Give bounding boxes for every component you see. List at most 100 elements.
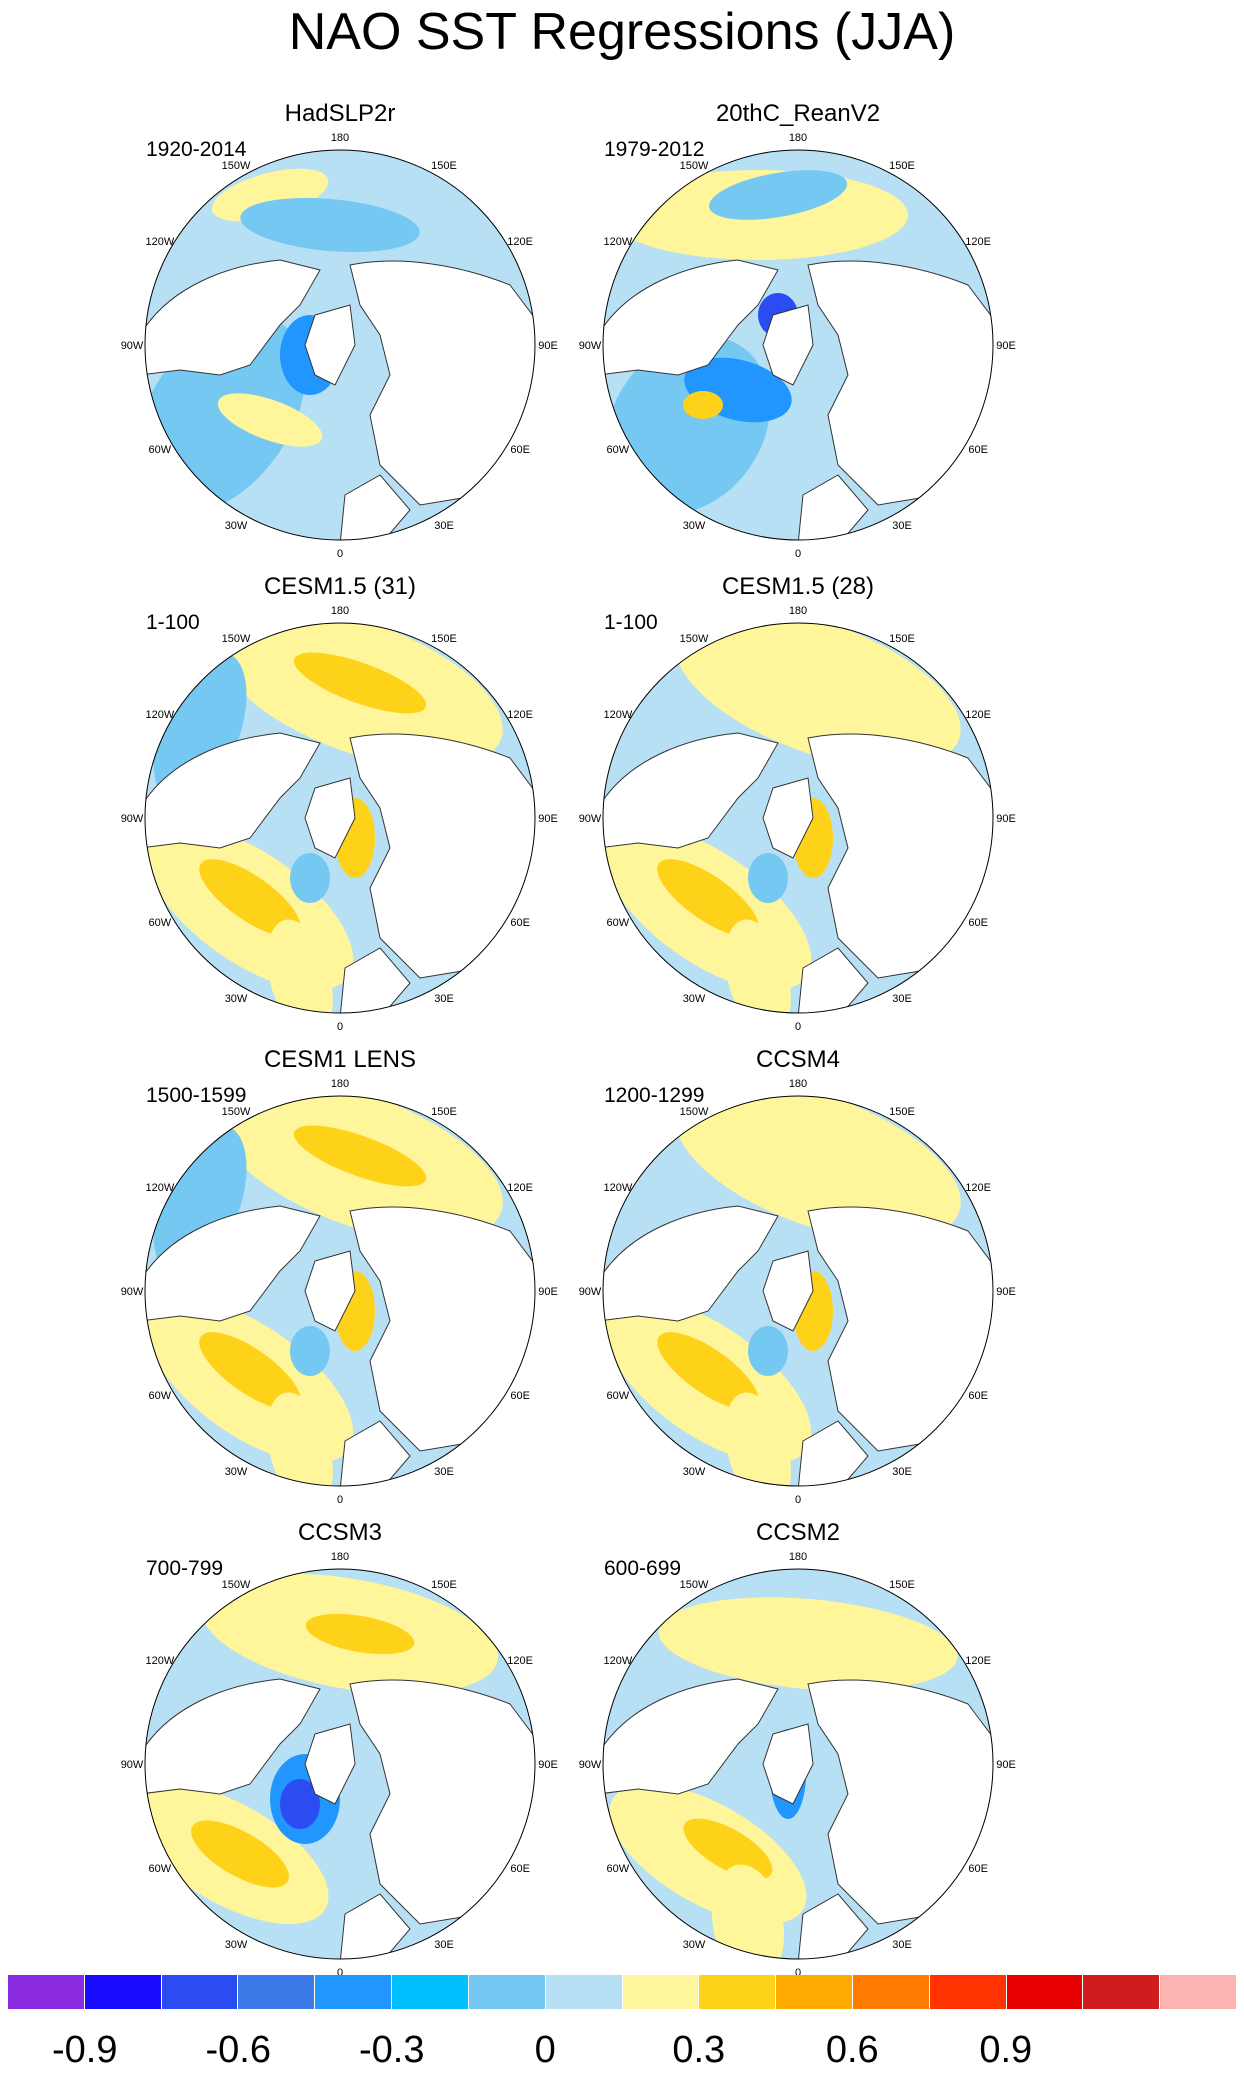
longitude-label: 150W [222, 1579, 251, 1591]
longitude-label: 150W [222, 160, 251, 172]
longitude-label: 30W [225, 520, 248, 532]
map-panel: CCSM2 600-699 180 150E 120E 90E 60E 30E 0 30W 60W 9… [568, 1519, 1028, 1989]
colorbar-box [545, 1975, 623, 2009]
land-mass [762, 1723, 814, 1805]
longitude-label: 150E [889, 1579, 915, 1591]
longitude-label: 30W [225, 1939, 248, 1951]
longitude-label: 0 [795, 1967, 801, 1979]
panel-period: 600-699 [604, 1557, 682, 1580]
longitude-label: 90E [996, 340, 1016, 352]
atlantic-anomaly [748, 1326, 788, 1376]
longitude-label: 60W [607, 1863, 630, 1875]
panel-title: CESM1.5 (31) [263, 573, 417, 600]
colorbar-box [699, 1975, 777, 2009]
colorbar-box [852, 1975, 930, 2009]
colorbar-box [622, 1975, 700, 2009]
longitude-label: 60E [510, 1863, 530, 1875]
panel-title: CESM1 LENS [263, 1046, 417, 1073]
land-mass [603, 1205, 779, 1322]
colorbar-box [1006, 1975, 1084, 2009]
longitude-label: 90E [996, 813, 1016, 825]
map-boundary [602, 622, 994, 1014]
longitude-label: 120E [507, 236, 533, 248]
land-mass [339, 1420, 411, 1486]
longitude-label: 0 [337, 1967, 343, 1979]
longitude-label: 90W [579, 340, 602, 352]
map-field [145, 150, 535, 540]
map-panel: HadSLP2r 1920-2014 180 150E 120E 90E 60E 30E 0 30… [110, 100, 570, 570]
land-mass [145, 732, 321, 849]
longitude-label: 90E [996, 1286, 1016, 1298]
map-field [145, 1569, 535, 1959]
polar-map: 180 150E 120E 90E 60E 30E 0 30W 60W 90W 120W 150W [579, 132, 1016, 560]
atlantic-anomaly [290, 1326, 330, 1376]
land-mass [807, 733, 993, 979]
pacific-anomaly [293, 1125, 427, 1187]
map-field [603, 1096, 993, 1486]
map-field [145, 1096, 535, 1486]
atlantic-anomaly [748, 853, 788, 903]
longitude-label: 150W [680, 633, 709, 645]
colorbar-tick-label: 0.9 [979, 2029, 1033, 2071]
longitude-label: 60E [510, 917, 530, 929]
longitude-label: 180 [331, 1551, 349, 1563]
land-mass [349, 260, 535, 506]
atlantic-anomaly [191, 1820, 289, 1888]
colorbar-box [929, 1975, 1007, 2009]
map-boundary [602, 149, 994, 541]
longitude-label: 180 [789, 605, 807, 617]
longitude-label: 60E [510, 1390, 530, 1402]
longitude-label: 150W [680, 1579, 709, 1591]
panel-title: CCSM4 [755, 1046, 840, 1073]
longitude-label: 180 [331, 605, 349, 617]
longitude-label: 150E [889, 1106, 915, 1118]
longitude-label: 120W [603, 1655, 632, 1667]
atlantic-anomaly [217, 393, 323, 447]
panel-title: CCSM2 [755, 1519, 840, 1546]
longitude-label: 150W [222, 633, 251, 645]
colorbar-tick-label: 0.6 [825, 2029, 879, 2071]
longitude-label: 120E [965, 709, 991, 721]
longitude-label: 150W [222, 1106, 251, 1118]
land-mass [797, 474, 869, 540]
longitude-label: 90W [579, 813, 602, 825]
polar-map: 180 150E 120E 90E 60E 30E 0 30W 60W 90W 120W 150W [121, 1078, 558, 1506]
land-mass [807, 1679, 993, 1925]
longitude-label: 90E [538, 340, 558, 352]
land-mass [304, 1723, 356, 1805]
longitude-label: 60W [607, 917, 630, 929]
land-mass [145, 259, 321, 376]
longitude-label: 150E [431, 633, 457, 645]
colorbar-tick-label: 0.3 [672, 2029, 726, 2071]
map-panel: 20thC_ReanV2 1979-2012 180 150E 120E 90E 60E 30… [568, 100, 1028, 570]
longitude-label: 150E [889, 633, 915, 645]
colorbar-tick-label: -0.6 [205, 2029, 271, 2071]
longitude-label: 120E [507, 709, 533, 721]
longitude-label: 60W [607, 444, 630, 456]
longitude-label: 0 [337, 548, 343, 560]
map-boundary [144, 149, 536, 541]
panel-period: 1200-1299 [604, 1084, 705, 1107]
atlantic-anomaly [199, 859, 301, 937]
land-mass [339, 474, 411, 540]
map-boundary [602, 1568, 994, 1960]
atlantic-anomaly [280, 1779, 320, 1829]
longitude-label: 30W [683, 1939, 706, 1951]
panel-title: CCSM3 [297, 1519, 382, 1546]
longitude-label: 120E [965, 236, 991, 248]
map-field [603, 150, 993, 540]
colorbar-tick-label: -0.3 [359, 2029, 425, 2071]
longitude-label: 30W [683, 520, 706, 532]
longitude-label: 120W [603, 236, 632, 248]
pacific-anomaly [708, 170, 848, 220]
longitude-label: 90W [121, 1286, 144, 1298]
longitude-label: 120W [145, 236, 174, 248]
panel-period: 1-100 [146, 611, 200, 634]
panel-period: 1979-2012 [604, 138, 705, 161]
polar-map: 180 150E 120E 90E 60E 30E 0 30W 60W 90W 120W 150W [579, 1078, 1016, 1506]
longitude-label: 60E [968, 444, 988, 456]
longitude-label: 120W [603, 709, 632, 721]
polar-map: 180 150E 120E 90E 60E 30E 0 30W 60W 90W 120W 150W [579, 605, 1016, 1033]
longitude-label: 0 [337, 1021, 343, 1033]
colorbar-box [1083, 1975, 1161, 2009]
